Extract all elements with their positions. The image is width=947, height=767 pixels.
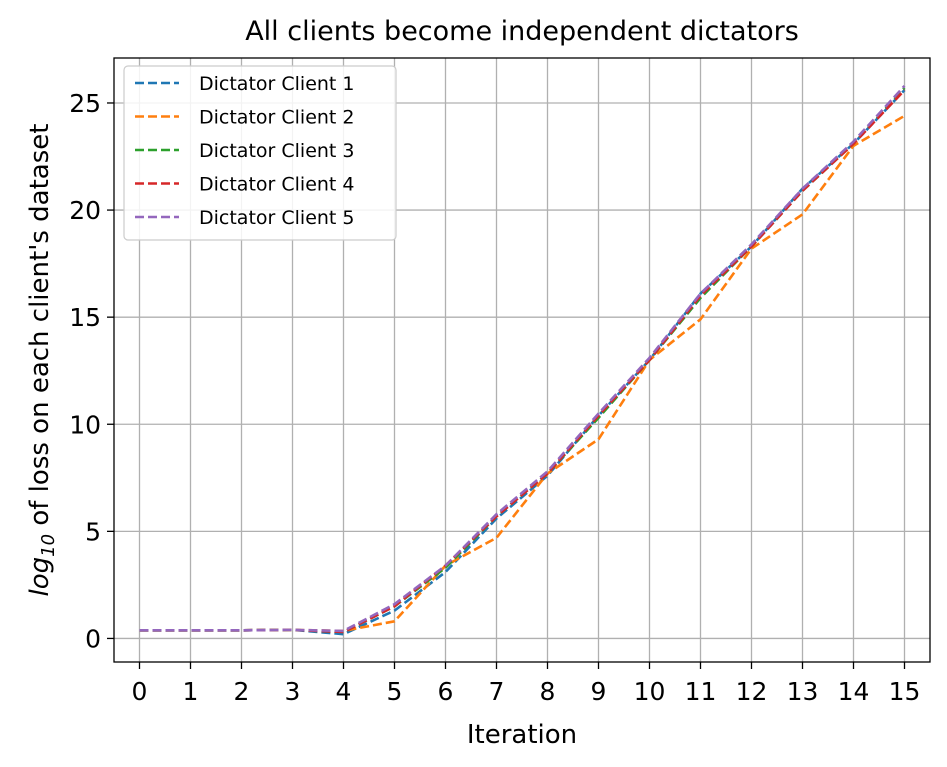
series-line-client-4: [139, 89, 906, 634]
y-axis-label-rest: of loss on each client's dataset: [25, 124, 55, 534]
x-tick-label: 0: [132, 677, 148, 706]
legend: Dictator Client 1 Dictator Client 2 Dictat…: [123, 65, 397, 241]
plot-frame: [113, 57, 931, 663]
x-tick-label: 5: [387, 677, 403, 706]
legend-label: Dictator Client 4: [199, 174, 355, 196]
x-tick-label: 12: [736, 677, 768, 706]
y-tick-label: 5: [85, 517, 101, 546]
x-tick-label: 11: [685, 677, 717, 706]
series-line-client-2: [139, 114, 906, 633]
y-tick-label: 20: [69, 196, 101, 225]
y-axis-label-log: log: [25, 557, 55, 597]
x-tick-label: 7: [489, 677, 505, 706]
y-tick-label: 10: [69, 410, 101, 439]
chart-title: All clients become independent dictators: [245, 16, 799, 47]
x-tick-label: 10: [634, 677, 666, 706]
y-axis-label-subscript: 10: [38, 534, 59, 557]
legend-label: Dictator Client 3: [199, 140, 355, 162]
x-tick-label: 1: [183, 677, 199, 706]
x-tick-label: 6: [438, 677, 454, 706]
x-tick-label: 9: [591, 677, 607, 706]
x-tick-label: 2: [234, 677, 250, 706]
legend-label: Dictator Client 1: [199, 73, 355, 95]
y-axis-ticks: 0 5 10 15 20 25: [69, 89, 114, 653]
x-axis-ticks: 0 1 2 3 4 5 6 7 8 9 10 11 12 13 14 15: [132, 662, 921, 706]
x-tick-label: 13: [787, 677, 819, 706]
x-tick-label: 8: [540, 677, 556, 706]
x-tick-label: 15: [889, 677, 921, 706]
x-tick-label: 3: [285, 677, 301, 706]
y-tick-label: 0: [85, 624, 101, 653]
series-lines: [139, 84, 906, 636]
x-tick-label: 14: [838, 677, 870, 706]
y-axis-label: log10 of loss on each client's dataset: [25, 124, 59, 597]
legend-label: Dictator Client 5: [199, 207, 355, 229]
x-axis-label: Iteration: [467, 720, 577, 750]
series-line-client-5: [139, 84, 906, 633]
legend-box: [123, 65, 397, 241]
y-tick-label: 15: [69, 303, 101, 332]
legend-label: Dictator Client 2: [199, 107, 355, 129]
y-tick-label: 25: [69, 89, 101, 118]
x-tick-label: 4: [336, 677, 352, 706]
